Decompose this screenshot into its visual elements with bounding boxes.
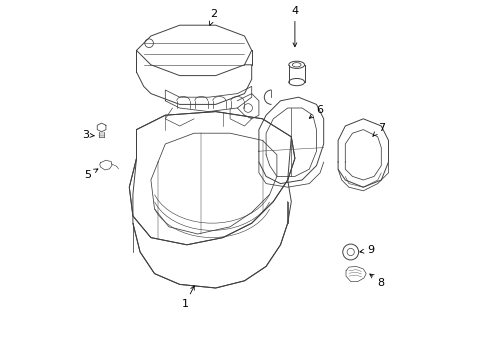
Text: 7: 7 <box>372 123 384 136</box>
Text: 1: 1 <box>181 286 194 309</box>
Text: 3: 3 <box>82 130 94 140</box>
Text: 5: 5 <box>84 169 98 180</box>
Text: 4: 4 <box>291 6 298 47</box>
Text: 8: 8 <box>369 274 384 288</box>
Text: 6: 6 <box>309 105 323 118</box>
Text: 9: 9 <box>359 245 373 255</box>
Text: 2: 2 <box>209 9 217 25</box>
